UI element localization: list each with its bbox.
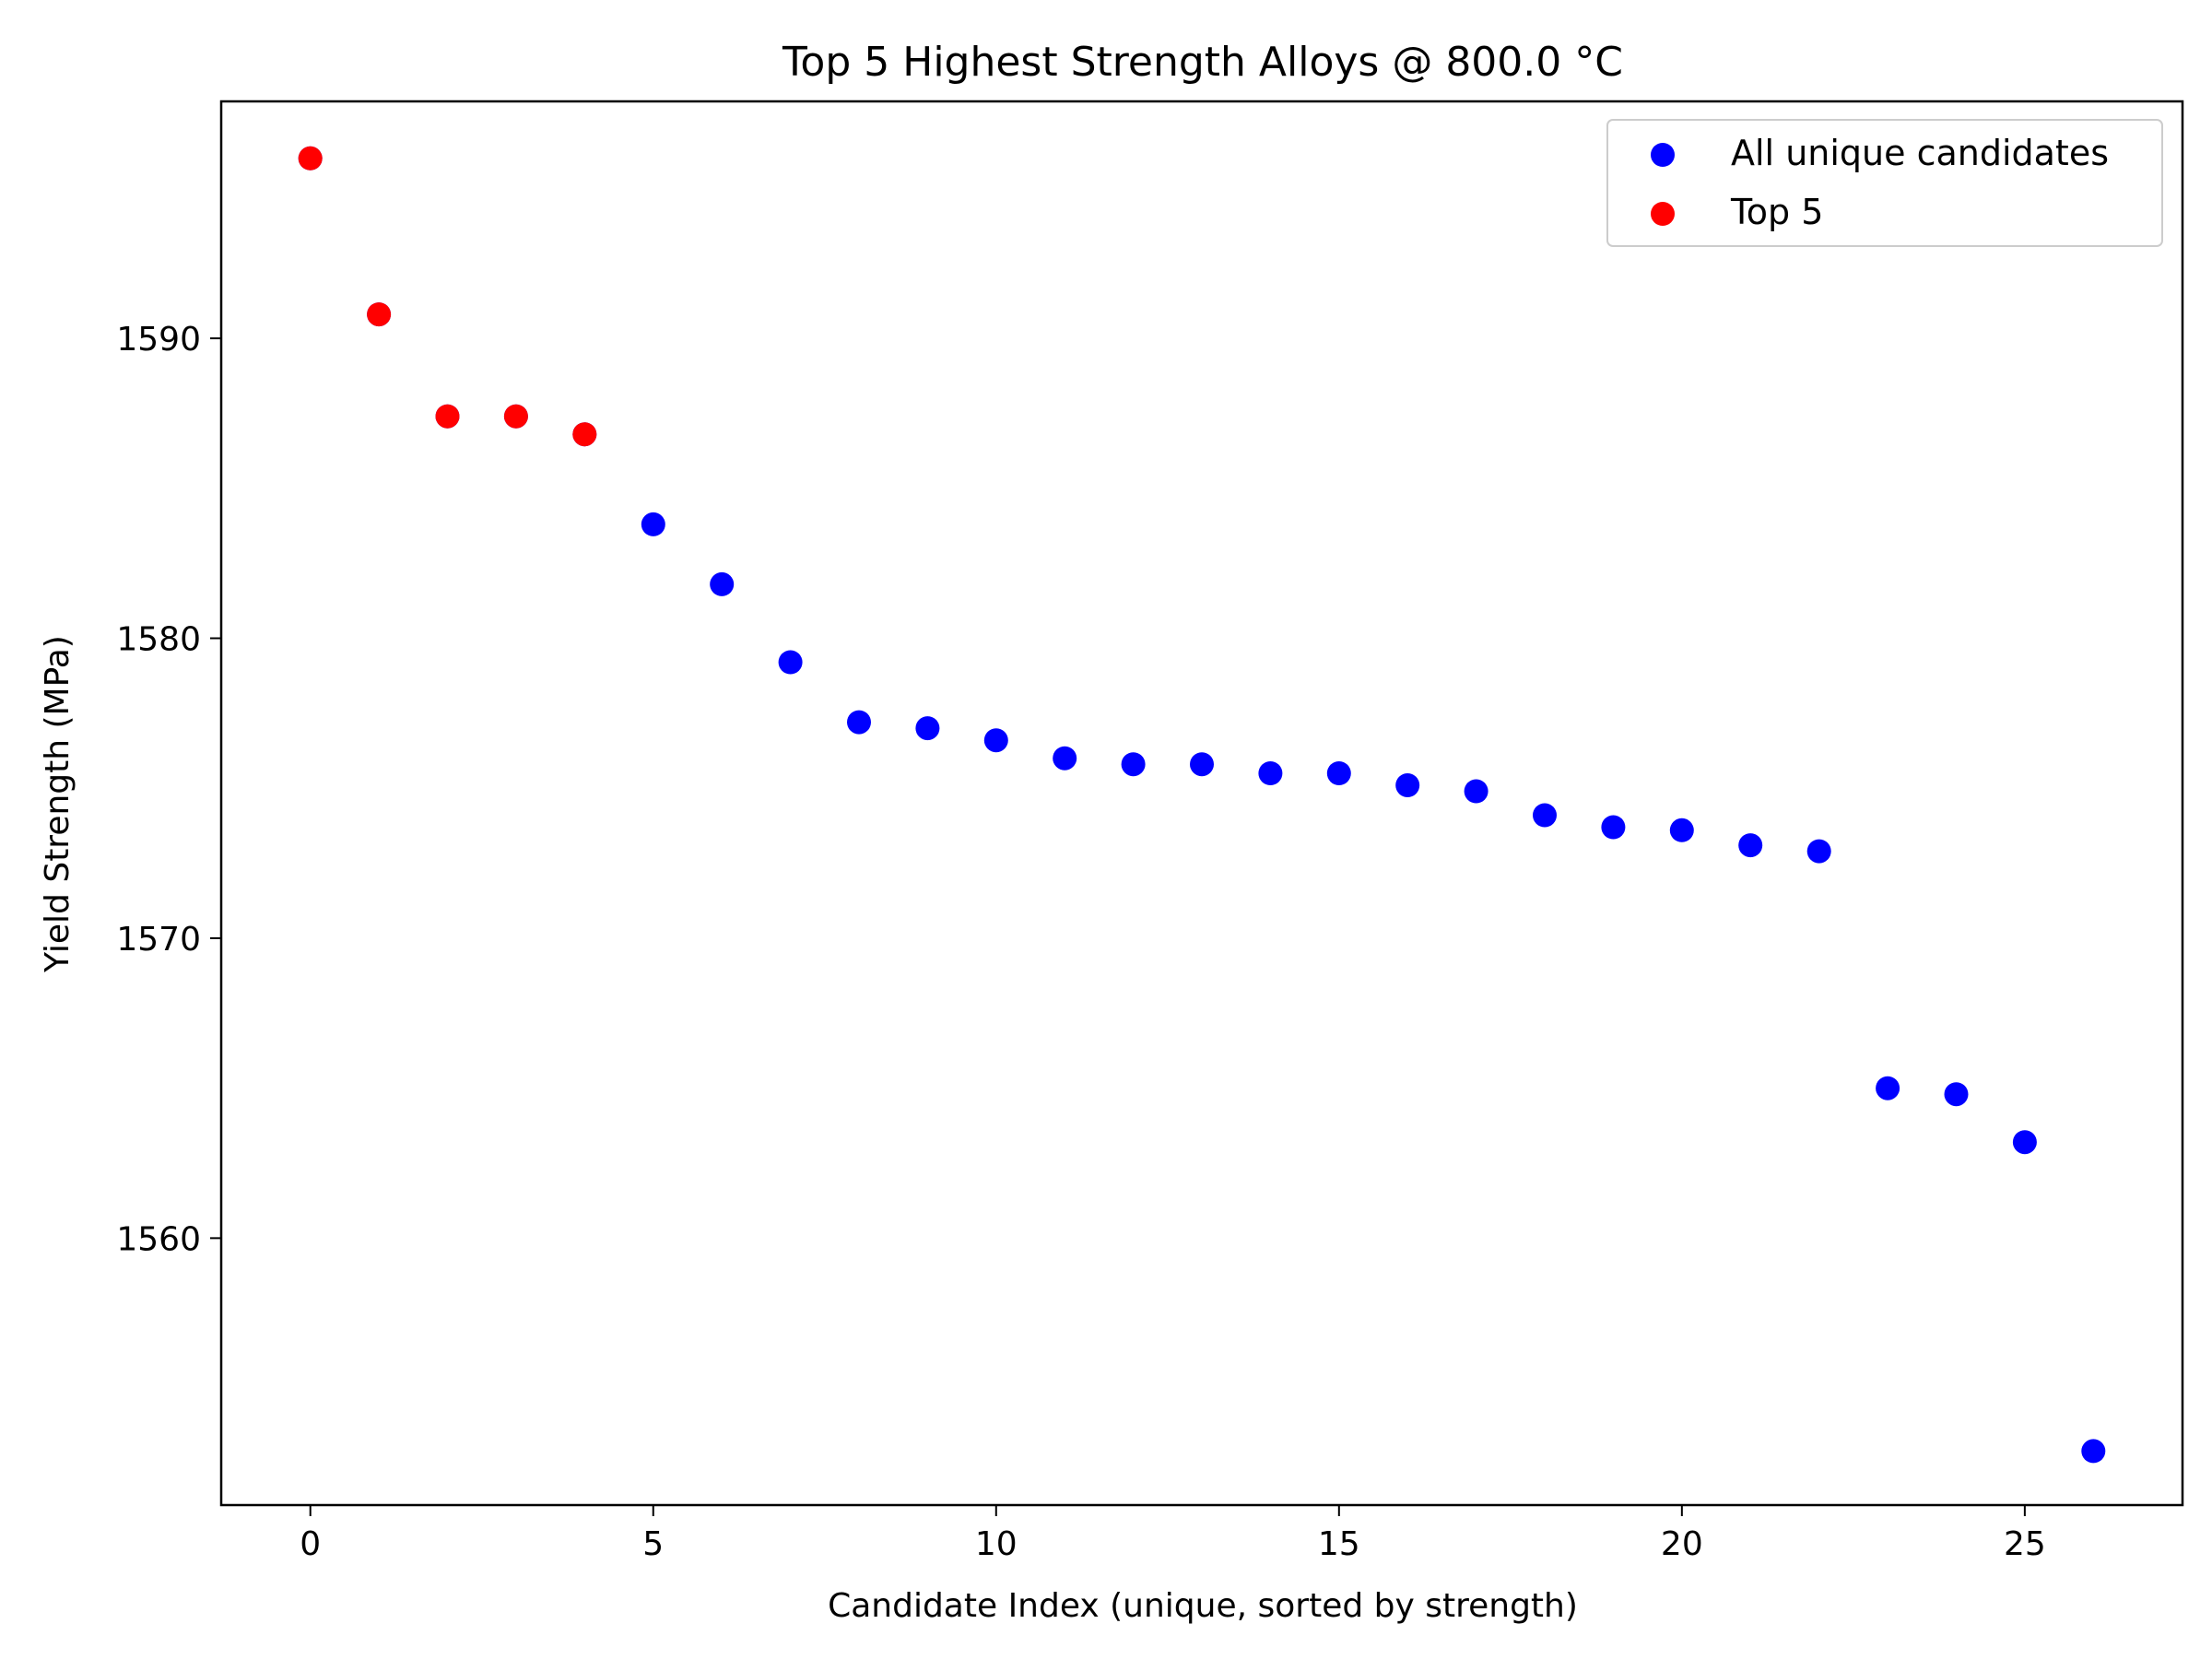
x-tick-label: 15 <box>1318 1525 1360 1563</box>
chart-title: Top 5 Highest Strength Alloys @ 800.0 °C <box>782 39 1623 86</box>
data-points <box>298 146 2106 1464</box>
candidate-point-14 <box>1258 761 1283 785</box>
candidate-point-8 <box>847 710 871 735</box>
candidate-point-19 <box>1601 815 1626 840</box>
x-axis: 0 5 10 15 20 25 <box>300 1505 2046 1563</box>
candidate-point-25 <box>2012 1130 2037 1155</box>
top5-point-3 <box>503 404 528 429</box>
legend-box <box>1606 119 2163 247</box>
y-tick-label: 1570 <box>116 921 201 959</box>
x-tick-label: 0 <box>300 1525 321 1563</box>
candidate-point-16 <box>1395 773 1420 797</box>
y-tick-label: 1560 <box>116 1220 201 1258</box>
legend-label-top-5: Top 5 <box>1730 192 1823 232</box>
candidate-point-9 <box>915 716 940 741</box>
candidate-point-15 <box>1326 761 1351 785</box>
candidate-point-5 <box>641 512 665 536</box>
candidate-point-23 <box>1876 1076 1900 1100</box>
top5-point-4 <box>572 422 597 447</box>
legend-label-all-candidates: All unique candidates <box>1731 133 2109 173</box>
candidate-point-7 <box>778 650 803 675</box>
candidate-point-22 <box>1806 839 1831 864</box>
candidate-point-11 <box>1053 746 1077 771</box>
candidate-point-10 <box>983 728 1008 753</box>
x-tick-label: 10 <box>975 1525 1018 1563</box>
x-axis-label: Candidate Index (unique, sorted by stren… <box>828 1587 1578 1625</box>
candidate-point-13 <box>1190 752 1214 777</box>
y-tick-label: 1590 <box>116 321 201 359</box>
candidate-point-17 <box>1464 779 1488 804</box>
candidate-point-18 <box>1533 803 1557 828</box>
candidate-point-6 <box>710 571 735 596</box>
top5-point-1 <box>367 302 392 327</box>
x-tick-label: 20 <box>1661 1525 1703 1563</box>
y-axis: 1560 1570 1580 1590 <box>116 321 221 1258</box>
x-tick-label: 25 <box>2004 1525 2046 1563</box>
top5-point-2 <box>435 404 460 429</box>
candidate-point-21 <box>1738 833 1763 858</box>
candidate-point-26 <box>2081 1439 2106 1464</box>
legend: All unique candidates Top 5 <box>1606 119 2163 247</box>
candidate-point-20 <box>1669 818 1694 842</box>
candidate-point-12 <box>1121 752 1146 777</box>
candidate-point-24 <box>1944 1082 1969 1107</box>
y-axis-label: Yield Strength (MPa) <box>39 635 76 973</box>
legend-marker-top-5 <box>1651 202 1675 226</box>
legend-marker-all-candidates <box>1651 143 1675 167</box>
y-tick-label: 1580 <box>116 621 201 659</box>
plot-area-frame <box>219 100 2184 1507</box>
top5-point-0 <box>298 146 323 171</box>
x-tick-label: 5 <box>642 1525 664 1563</box>
